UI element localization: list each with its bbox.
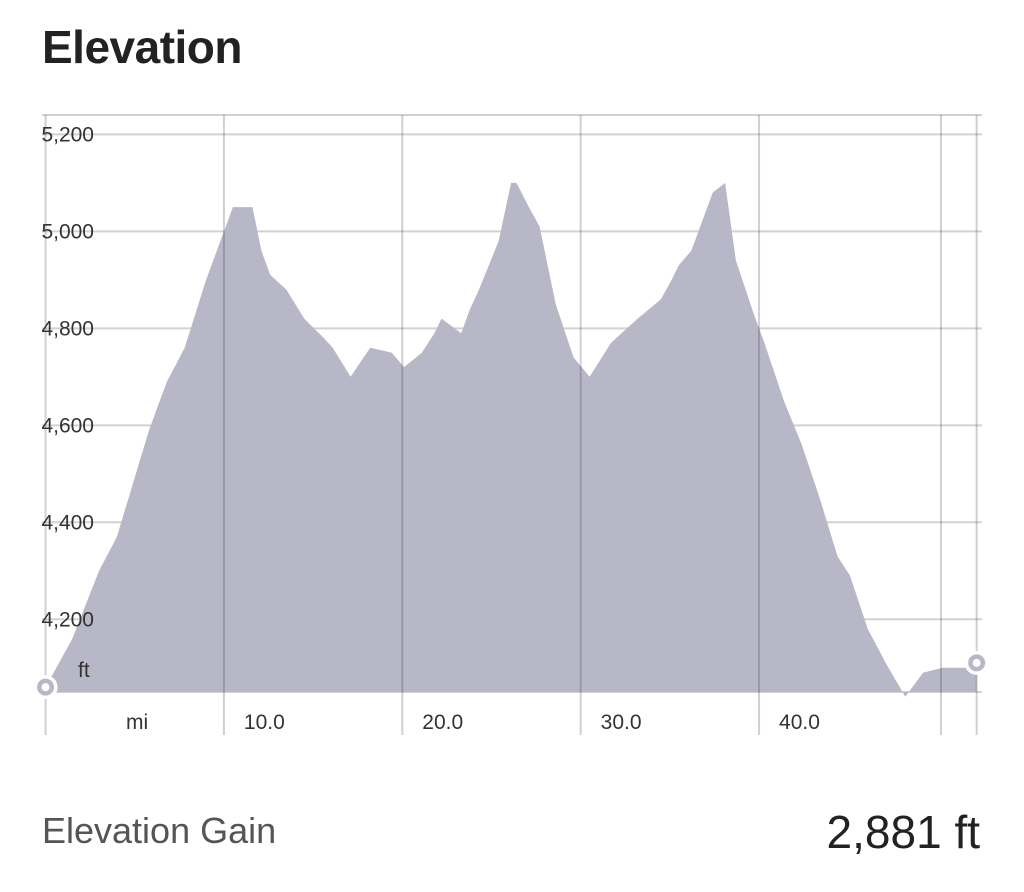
end-marker-dot bbox=[972, 658, 981, 667]
x-tick-label: 10.0 bbox=[244, 711, 285, 734]
y-axis-labels: 4,200 4,400 4,600 4,800 5,000 5,200 bbox=[41, 123, 94, 631]
y-tick-label: 5,200 bbox=[41, 123, 94, 146]
y-tick-label: 4,600 bbox=[41, 414, 94, 437]
x-tick-label: 30.0 bbox=[601, 711, 642, 734]
chart-vertical-gridlines bbox=[44, 115, 978, 735]
y-tick-label: 5,000 bbox=[41, 220, 94, 243]
start-marker-dot bbox=[41, 683, 50, 692]
elevation-gain-label: Elevation Gain bbox=[42, 810, 277, 851]
y-tick-label: 4,800 bbox=[41, 317, 94, 340]
x-tick-label: 20.0 bbox=[422, 711, 463, 734]
elevation-gain-value: 2,881 ft bbox=[826, 806, 980, 858]
x-tick-label: 40.0 bbox=[779, 711, 820, 734]
elevation-area bbox=[45, 182, 977, 697]
page-title: Elevation bbox=[42, 21, 243, 73]
y-unit-label: ft bbox=[78, 659, 90, 682]
x-unit-label: mi bbox=[126, 711, 148, 734]
endpoint-markers bbox=[33, 650, 989, 700]
y-tick-label: 4,400 bbox=[41, 511, 94, 534]
y-tick-label: 4,200 bbox=[41, 608, 94, 631]
x-axis-labels: 10.0 20.0 30.0 40.0 bbox=[244, 711, 820, 734]
